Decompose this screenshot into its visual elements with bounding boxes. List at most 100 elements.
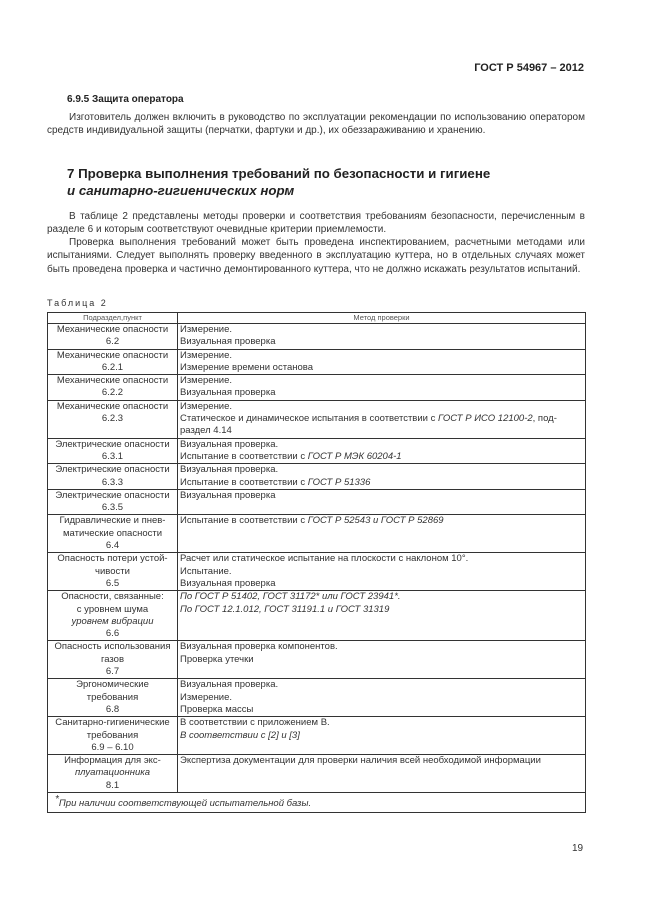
section-cell: Электрические опасности 6.3.1 — [47, 437, 178, 465]
text-segment: В соответствии с [2] и [3] — [180, 729, 300, 741]
cell-line: чивости — [95, 565, 130, 577]
cell-line: Расчет или статическое испытание на плос… — [180, 553, 583, 565]
cell-line: Испытание. — [180, 566, 583, 578]
method-cell: В соответствии с приложением В. В соответ… — [177, 716, 586, 756]
cell-line: 8.1 — [105, 779, 120, 791]
text-segment: Визуальная проверка — [180, 577, 276, 589]
cell-line: Информация для экс- — [64, 755, 161, 767]
column-header: Подраздел,пункт — [47, 312, 178, 324]
cell-line: 6.5 — [105, 577, 120, 589]
method-cell: Измерение. Статическое и динамическое исп… — [177, 399, 586, 439]
section-title-line: 7 Проверка выполнения требований по безо… — [67, 166, 491, 181]
method-cell: Визуальная проверка. Испытание в соответс… — [177, 463, 586, 490]
text-segment: В соответствии с приложением В. — [180, 717, 330, 729]
cell-line: 6.7 — [105, 666, 120, 678]
table-row: Опасности, связанные: с уровнем шума уровн… — [47, 590, 586, 642]
table-row: Механические опасности 6.2.1 Измерение. Изм… — [47, 348, 586, 376]
table-row: Информация для экс-плуатационника 8.1 Эксп… — [47, 754, 586, 793]
cell-line: уровнем вибрации — [71, 615, 154, 627]
text-segment: По ГОСТ Р 51402, ГОСТ 31172* или ГОСТ 23… — [180, 591, 401, 603]
cell-line: Визуальная проверка — [180, 490, 583, 502]
text-segment: Испытание в соответствии с — [180, 476, 308, 488]
cell-line: Эргономические — [76, 679, 149, 691]
section-cell: Электрические опасности 6.3.5 — [47, 488, 178, 516]
cell-line: Измерение. — [180, 350, 583, 362]
cell-line: Измерение времени останова — [180, 362, 583, 374]
cell-line: Механические опасности — [56, 375, 169, 387]
method-cell: Визуальная проверка. Испытание в соответс… — [177, 437, 586, 465]
text-segment: Испытание. — [180, 565, 232, 577]
table-row: Санитарно-гигиенические требования 6.9 – 6… — [47, 716, 586, 756]
cell-line: 6.9 – 6.10 — [91, 741, 134, 753]
table-header-row: Подраздел,пункт Метод проверки — [47, 312, 586, 324]
cell-line: Испытание в соответствии с ГОСТ Р МЭК 60… — [180, 451, 583, 463]
cell-line: Проверка утечки — [180, 654, 583, 666]
text-segment: Измерение. — [180, 349, 233, 361]
text-segment: ГОСТ Р МЭК 60204-1 — [307, 450, 402, 462]
text-segment: Проверка массы — [180, 703, 254, 715]
text-segment: По ГОСТ 12.1.012, ГОСТ 31191.1 и ГОСТ 31… — [180, 603, 390, 615]
cell-line: Опасность использования — [54, 641, 171, 653]
cell-line: раздел 4.14 — [180, 425, 583, 437]
table-row: Механические опасности 6.2 Измерение. Визуа… — [47, 323, 586, 350]
footnote-cell: *При наличии соответствующей испытательн… — [47, 791, 586, 814]
text-segment: Визуальная проверка. — [180, 679, 279, 691]
cell-line: 6.3.1 — [101, 450, 124, 462]
section-cell: Механические опасности 6.2.3 — [47, 399, 178, 439]
text-segment: Экспертиза документации для проверки нал… — [180, 755, 541, 767]
section-cell: Гидравлические и пнев-матические опаснос… — [47, 514, 178, 554]
cell-line: В соответствии с [2] и [3] — [180, 730, 583, 742]
text-segment: Визуальная проверка — [180, 387, 276, 399]
document-code: ГОСТ Р 54967 – 2012 — [474, 62, 584, 74]
cell-line: 6.2.2 — [101, 387, 124, 399]
verification-table: Подраздел,пункт Метод проверки Механичес… — [47, 312, 586, 814]
cell-line: Измерение. — [180, 375, 583, 387]
cell-line: 6.2 — [105, 336, 120, 348]
text-segment: раздел 4.14 — [180, 425, 232, 437]
cell-line: Электрические опасности — [55, 438, 170, 450]
text-segment: Визуальная проверка — [180, 336, 276, 348]
section-cell: Эргономические требования 6.8 — [47, 678, 178, 718]
section-cell: Опасности, связанные: с уровнем шума уровн… — [47, 590, 178, 642]
method-cell: Измерение. Измерение времени останова — [177, 348, 586, 376]
method-cell: Измерение. Визуальная проверка — [177, 323, 586, 350]
table-row: Механические опасности 6.2.2 Измерение. Виз… — [47, 374, 586, 401]
text-segment: Испытание в соответствии с — [180, 450, 308, 462]
cell-line: Механические опасности — [56, 400, 169, 412]
cell-line: 6.6 — [105, 628, 120, 640]
text-segment: Визуальная проверка компонентов. — [180, 641, 338, 653]
paragraph: В таблице 2 представлены методы проверки… — [47, 211, 585, 236]
table-row: Механические опасности 6.2.3 Измерение. Ста… — [47, 399, 586, 439]
cell-line: 6.3.3 — [101, 476, 124, 488]
cell-line: Электрические опасности — [55, 489, 170, 501]
text-segment: Измерение. — [180, 324, 233, 335]
cell-line: Статическое и динамическое испытания в с… — [180, 413, 583, 425]
cell-line: Измерение. — [180, 692, 583, 704]
table-row: Опасность использования газов 6.7 Визуальна… — [47, 640, 586, 680]
method-cell: Испытание в соответствии с ГОСТ Р 52543 … — [177, 514, 586, 554]
text-segment: Измерение. — [180, 400, 233, 412]
cell-line: Визуальная проверка. — [180, 439, 583, 451]
method-cell: Визуальная проверка компонентов. Проверка… — [177, 640, 586, 680]
paragraph: Проверка выполнения требований может быт… — [47, 237, 585, 275]
cell-line: Визуальная проверка — [180, 336, 583, 348]
method-cell: Визуальная проверка — [177, 488, 586, 516]
cell-line: Экспертиза документации для проверки нал… — [180, 755, 583, 767]
method-cell: Измерение. Визуальная проверка — [177, 374, 586, 401]
method-cell: Расчет или статическое испытание на плос… — [177, 552, 586, 592]
table-row: Электрические опасности 6.3.1 Визуальная п… — [47, 437, 586, 465]
cell-line: Визуальная проверка. — [180, 679, 583, 691]
section-cell: Механические опасности 6.2 — [47, 323, 178, 350]
table-row: Электрические опасности 6.3.3 Визуальная п… — [47, 463, 586, 490]
section-cell: Электрические опасности 6.3.3 — [47, 463, 178, 490]
cell-line: Измерение. — [180, 324, 583, 336]
cell-line: Визуальная проверка — [180, 578, 583, 590]
paragraph: Изготовитель должен включить в руководст… — [47, 112, 585, 137]
text-segment: ГОСТ Р 51336 — [307, 476, 371, 488]
text-segment: Визуальная проверка — [180, 489, 276, 501]
cell-line: Механические опасности — [56, 324, 169, 335]
method-cell: Визуальная проверка. Измерение. Проверка м… — [177, 678, 586, 718]
cell-line: Электрические опасности — [55, 464, 170, 476]
text-segment: ГОСТ Р ИСО 12100-2 — [438, 413, 533, 425]
column-header: Метод проверки — [177, 312, 586, 324]
